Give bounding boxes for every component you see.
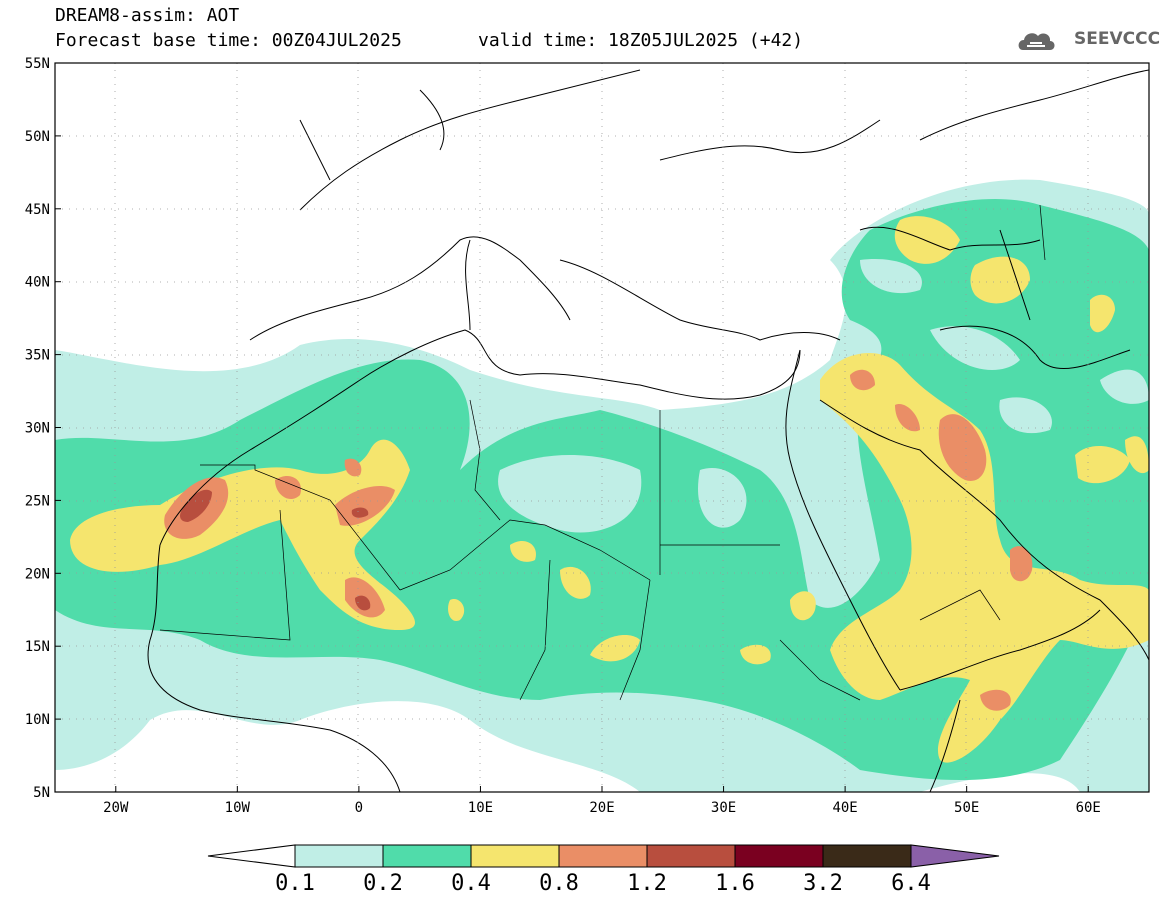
colorbar-under-triangle bbox=[207, 844, 296, 868]
colorbar-swatch bbox=[646, 844, 736, 868]
coastlines bbox=[147, 69, 1149, 792]
lon-label: 50E bbox=[954, 800, 979, 816]
colorbar-level-label: 6.4 bbox=[891, 871, 931, 896]
colorbar-swatch bbox=[382, 844, 472, 868]
aot-field bbox=[55, 179, 1149, 792]
colorbar bbox=[207, 844, 1000, 868]
colorbar-level-label: 1.2 bbox=[627, 871, 667, 896]
lon-label: 40E bbox=[832, 800, 857, 816]
colorbar-level-label: 0.4 bbox=[451, 871, 491, 896]
lon-label: 10E bbox=[468, 800, 493, 816]
colorbar-level-label: 0.1 bbox=[275, 871, 315, 896]
colorbar-swatch bbox=[294, 844, 384, 868]
colorbar-swatch bbox=[822, 844, 912, 868]
axes: 55N 50N 45N 40N 35N 30N 25N 20N 15N 10N 5N 20W 10W 0 1… bbox=[25, 56, 1101, 816]
colorbar-level-label: 0.2 bbox=[363, 871, 403, 896]
forecast-base-time: Forecast base time: 00Z04JUL2025 bbox=[55, 30, 402, 51]
lon-label: 0 bbox=[355, 800, 363, 816]
lon-label: 10W bbox=[225, 800, 251, 816]
colorbar-swatch bbox=[558, 844, 648, 868]
map-title: DREAM8-assim: AOT bbox=[55, 5, 240, 26]
lon-label: 20W bbox=[103, 800, 129, 816]
lat-label: 35N bbox=[25, 348, 50, 364]
lon-label: 60E bbox=[1076, 800, 1101, 816]
lat-label: 10N bbox=[25, 712, 50, 728]
lat-label: 5N bbox=[33, 785, 50, 801]
lat-label: 50N bbox=[25, 129, 50, 145]
lat-label: 20N bbox=[25, 566, 50, 582]
colorbar-swatch bbox=[470, 844, 560, 868]
lat-label: 45N bbox=[25, 202, 50, 218]
valid-time: valid time: 18Z05JUL2025 (+42) bbox=[478, 30, 804, 51]
lat-label: 40N bbox=[25, 275, 50, 291]
lat-label: 15N bbox=[25, 639, 50, 655]
gridlines bbox=[55, 63, 1149, 792]
colorbar-level-label: 1.6 bbox=[715, 871, 755, 896]
colorbar-level-label: 3.2 bbox=[803, 871, 843, 896]
colorbar-over-triangle bbox=[910, 844, 1000, 868]
lat-label: 30N bbox=[25, 421, 50, 437]
seevccc-logo-icon bbox=[1018, 33, 1055, 50]
lat-label: 55N bbox=[25, 56, 50, 72]
lon-label: 30E bbox=[711, 800, 736, 816]
lat-label: 25N bbox=[25, 493, 50, 509]
logo-text: SEEVCCC bbox=[1074, 29, 1161, 49]
colorbar-level-label: 0.8 bbox=[539, 871, 579, 896]
colorbar-swatch bbox=[734, 844, 824, 868]
lon-label: 20E bbox=[589, 800, 614, 816]
country-borders bbox=[159, 204, 1046, 701]
